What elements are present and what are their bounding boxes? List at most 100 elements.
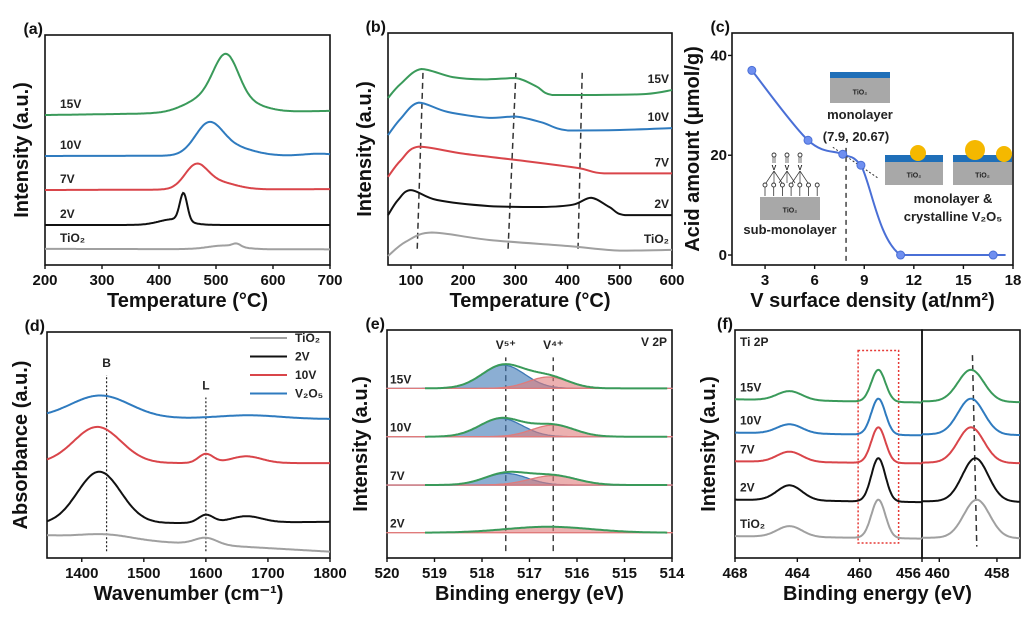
inset-series-line-2	[922, 426, 1020, 465]
series-label: 10V	[648, 110, 669, 124]
oxygen-atom	[771, 182, 777, 188]
monolayer-label: monolayer	[827, 107, 893, 122]
x-axis-title: Binding energy (eV)	[435, 583, 624, 605]
series-label: 15V	[648, 72, 669, 86]
data-point	[803, 135, 813, 145]
x-axis-title: Temperature (°C)	[107, 290, 268, 312]
x-axis-title: Temperature (°C)	[450, 290, 611, 312]
x-tick-label: 519	[422, 565, 447, 582]
x-tick-label: 460	[847, 565, 872, 582]
mixed-label-line1: monolayer &	[914, 191, 993, 206]
x-tick-label: 400	[555, 272, 580, 289]
x-tick-label: 100	[398, 272, 423, 289]
legend-label: TiO₂	[295, 331, 320, 345]
x-tick-label: 1400	[65, 565, 98, 582]
envelope-line	[425, 525, 668, 534]
crystal-particle	[996, 146, 1012, 162]
series-line-2	[45, 162, 330, 191]
series-label: 10V	[60, 138, 81, 152]
x-tick-label: 500	[203, 272, 228, 289]
substrate-label: TiO₂	[975, 173, 990, 180]
data-point	[896, 250, 906, 260]
y-tick-label: 20	[710, 147, 727, 164]
x-tick-label: 15	[955, 272, 972, 289]
data-point	[988, 250, 998, 260]
series-line-2	[387, 145, 672, 178]
data-point	[856, 160, 866, 170]
panel-label: (a)	[23, 21, 43, 38]
substrate-label: TiO₂	[783, 208, 798, 215]
substrate-label: TiO₂	[907, 173, 922, 180]
series-label: 2V	[740, 481, 755, 495]
oxidation-state-label: V⁴⁺	[543, 338, 563, 352]
x-tick-label: 200	[451, 272, 476, 289]
band-label: B	[102, 356, 111, 370]
series-line-1	[45, 191, 330, 226]
v4-peak-component	[386, 424, 673, 438]
plot-frame	[46, 331, 331, 559]
plot-frame	[731, 32, 1014, 266]
oxygen-atom	[788, 182, 794, 188]
series-line-2	[46, 425, 330, 465]
series-label: 10V	[740, 414, 761, 428]
monolayer-point-label: (7.9, 20.67)	[823, 129, 890, 144]
series-label: TiO₂	[60, 231, 85, 245]
x-tick-label: 300	[503, 272, 528, 289]
x-tick-label: 1600	[189, 565, 222, 582]
panel-label: (b)	[366, 19, 386, 36]
inset-series-line-1	[922, 457, 1021, 503]
vanadium-atom: V	[785, 165, 790, 172]
y-axis-title: Acid amount (μmol/g)	[682, 46, 704, 252]
x-tick-label: 520	[374, 565, 399, 582]
y-axis-title: Intensity (a.u.)	[11, 82, 33, 218]
series-line-1	[387, 189, 673, 217]
x-tick-label: 500	[607, 272, 632, 289]
panel-a: 200 300 400 500 600 700 Temperature (°C) Intens…	[11, 21, 343, 312]
x-axis-title: Binding energy (eV)	[783, 583, 972, 605]
bond	[799, 170, 809, 184]
region-label: V 2P	[641, 335, 667, 349]
x-tick-label: 1800	[313, 565, 346, 582]
crystal-particle	[965, 140, 985, 160]
vanadium-atom: V	[798, 165, 803, 172]
inset-frame	[921, 329, 1021, 559]
y-axis-title: Intensity (a.u.)	[354, 81, 376, 217]
oxygen-atom	[797, 182, 803, 188]
v4-peak-component	[386, 475, 673, 486]
oxygen-atom	[814, 182, 820, 188]
x-tick-label: 200	[32, 272, 57, 289]
series-label: 10V	[390, 421, 411, 435]
series-label: 7V	[60, 172, 75, 186]
data-point	[747, 65, 757, 75]
x-axis-title: V surface density (at/nm²)	[750, 290, 995, 312]
panel-label: (d)	[25, 318, 45, 335]
monolayer-film	[953, 155, 1012, 162]
panel-c: 3 6 9 12 15 18 0 20 40 V surface density (at/nm²)…	[682, 19, 1021, 312]
reference-dashed-line	[416, 72, 424, 249]
x-tick-label: 518	[469, 565, 494, 582]
series-line-3	[46, 394, 330, 420]
monolayer-film	[830, 72, 890, 78]
x-tick-label: 1700	[251, 565, 284, 582]
bond	[791, 170, 801, 184]
y-axis-title: Intensity (a.u.)	[350, 376, 372, 512]
series-label: 2V	[654, 197, 669, 211]
y-tick-label: 0	[719, 247, 727, 264]
x-tick-label: 1500	[127, 565, 160, 582]
x-tick-label: 456	[896, 565, 921, 582]
oxygen-atom	[806, 182, 811, 188]
x-tick-label: 3	[761, 272, 769, 289]
x-tick-label: 18	[1005, 272, 1022, 289]
x-tick-label: 300	[89, 272, 114, 289]
series-label: 7V	[740, 442, 755, 456]
inset-series-line-0	[922, 498, 1020, 540]
series-line-2	[735, 426, 922, 465]
plot-frame	[387, 32, 673, 266]
oxidation-state-label: V⁵⁺	[496, 338, 516, 352]
mixed-substrate	[953, 162, 1012, 185]
series-label: 2V	[390, 517, 405, 531]
sub-monolayer-substrate	[760, 197, 820, 220]
substrate-label: TiO₂	[853, 90, 868, 97]
y-axis-title: Intensity (a.u.)	[698, 376, 720, 512]
